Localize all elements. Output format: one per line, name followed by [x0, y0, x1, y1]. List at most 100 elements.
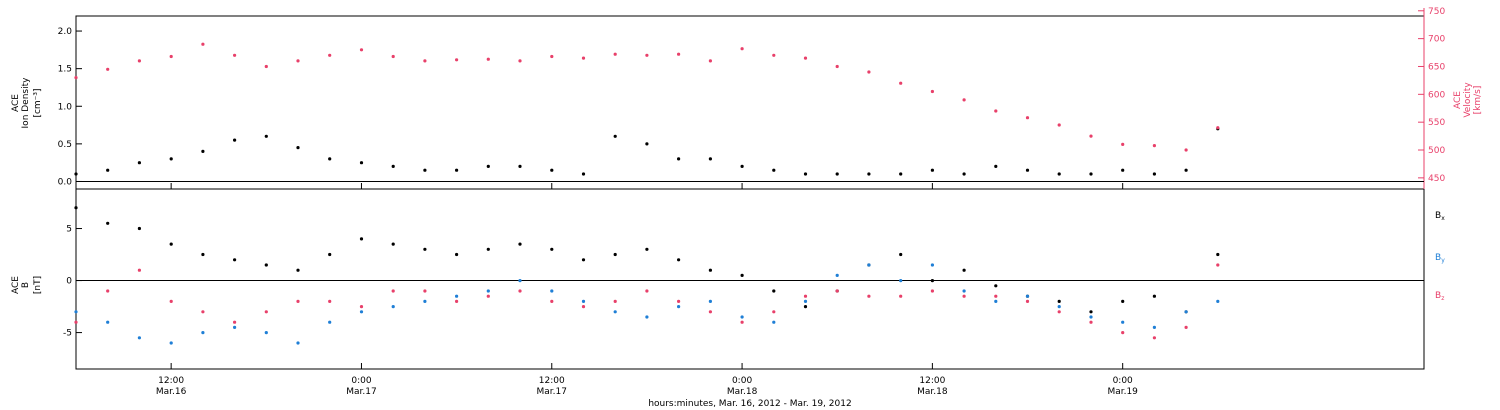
- velocity-point: [391, 54, 395, 59]
- density-point: [835, 172, 839, 176]
- bz-point: [645, 289, 649, 293]
- by-point: [803, 299, 808, 303]
- by-point: [581, 299, 586, 303]
- x-axis-title: hours:minutes, Mar. 16, 2012 - Mar. 19, …: [648, 399, 851, 409]
- bz-point: [581, 305, 586, 309]
- x-tick-date-label: Mar.16: [156, 387, 187, 397]
- bx-point: [486, 247, 490, 251]
- by-point: [867, 263, 871, 267]
- bx-point: [201, 252, 205, 257]
- velocity-point: [930, 89, 935, 94]
- density-point: [423, 168, 427, 172]
- bx-point: [994, 284, 998, 288]
- velocity-point: [518, 59, 522, 63]
- field-axis-label-3: [nT]: [33, 276, 43, 294]
- density-tick-label: 0.5: [58, 140, 72, 150]
- bx-point: [1216, 252, 1220, 257]
- velocity-point: [677, 52, 681, 56]
- x-tick-time-label: 12:00: [919, 376, 945, 386]
- bx-point: [550, 247, 554, 251]
- density-point: [137, 161, 141, 165]
- velocity-point: [359, 48, 364, 52]
- by-point: [328, 320, 332, 324]
- by-point: [899, 279, 903, 283]
- by-point: [835, 273, 839, 277]
- bz-point: [899, 294, 903, 298]
- bz-point: [74, 320, 78, 324]
- by-point: [518, 279, 522, 283]
- bx-point: [613, 252, 617, 257]
- by-point: [930, 263, 935, 267]
- velocity-point: [74, 76, 78, 80]
- density-point: [233, 138, 237, 142]
- density-point: [518, 164, 522, 168]
- bz-point: [740, 320, 744, 324]
- velocity-point: [201, 42, 205, 46]
- bx-point: [359, 237, 364, 241]
- density-point: [169, 157, 173, 161]
- bx-point: [708, 268, 713, 272]
- x-tick-date-label: Mar.18: [727, 387, 758, 397]
- velocity-point: [1089, 134, 1093, 138]
- velocity-tick-label: 600: [1428, 90, 1445, 100]
- density-point: [677, 157, 681, 161]
- bz-point: [835, 289, 839, 293]
- bz-point: [328, 299, 332, 303]
- bz-point: [423, 289, 427, 293]
- bz-point: [930, 289, 935, 293]
- by-point: [1057, 305, 1061, 309]
- bz-point: [201, 310, 205, 314]
- velocity-point: [1057, 123, 1061, 127]
- bx-point: [803, 305, 808, 309]
- bx-point: [930, 279, 935, 283]
- bz-point: [803, 294, 808, 298]
- density-point: [962, 172, 966, 176]
- bz-point: [1057, 310, 1061, 314]
- by-point: [1152, 325, 1156, 329]
- density-point: [899, 172, 903, 176]
- by-point: [1089, 315, 1093, 319]
- x-tick-time-label: 12:00: [158, 376, 184, 386]
- legend-bz: Bz: [1435, 291, 1444, 302]
- field-tick-label: 0: [66, 277, 72, 287]
- field-tick-label: 5: [66, 225, 72, 235]
- density-point: [930, 168, 935, 172]
- x-tick-time-label: 0:00: [1113, 376, 1133, 386]
- by-point: [264, 331, 268, 335]
- density-axis-label-2: Ion Density: [21, 77, 31, 129]
- velocity-point: [994, 109, 998, 113]
- bx-point: [264, 263, 268, 267]
- bz-point: [264, 310, 268, 314]
- x-tick-time-label: 0:00: [732, 376, 752, 386]
- bz-point: [994, 294, 998, 298]
- x-tick-time-label: 0:00: [351, 376, 371, 386]
- bz-point: [137, 268, 141, 272]
- by-point: [550, 289, 554, 293]
- velocity-point: [1121, 142, 1125, 146]
- velocity-point: [1216, 126, 1220, 130]
- velocity-point: [708, 59, 713, 63]
- density-point: [708, 157, 713, 161]
- bx-point: [1152, 294, 1156, 298]
- by-point: [677, 305, 681, 309]
- bx-point: [1089, 310, 1093, 314]
- x-tick-date-label: Mar.17: [537, 387, 567, 397]
- by-point: [233, 325, 237, 329]
- density-point: [1121, 168, 1125, 172]
- bz-point: [1184, 325, 1188, 329]
- legend-bx: Bx: [1435, 211, 1445, 222]
- density-point: [1057, 172, 1061, 176]
- velocity-point: [899, 81, 903, 85]
- velocity-point: [1152, 144, 1156, 148]
- density-point: [1025, 168, 1030, 172]
- bx-point: [772, 289, 776, 293]
- density-point: [264, 134, 268, 138]
- bz-point: [1089, 320, 1093, 324]
- x-tick-time-label: 12:00: [539, 376, 565, 386]
- density-point: [1089, 172, 1093, 176]
- legend-by: By: [1435, 253, 1445, 264]
- x-tick-date-label: Mar.18: [917, 387, 948, 397]
- field-axis-label-2: B: [21, 282, 31, 288]
- density-tick-label: 1.5: [58, 65, 72, 75]
